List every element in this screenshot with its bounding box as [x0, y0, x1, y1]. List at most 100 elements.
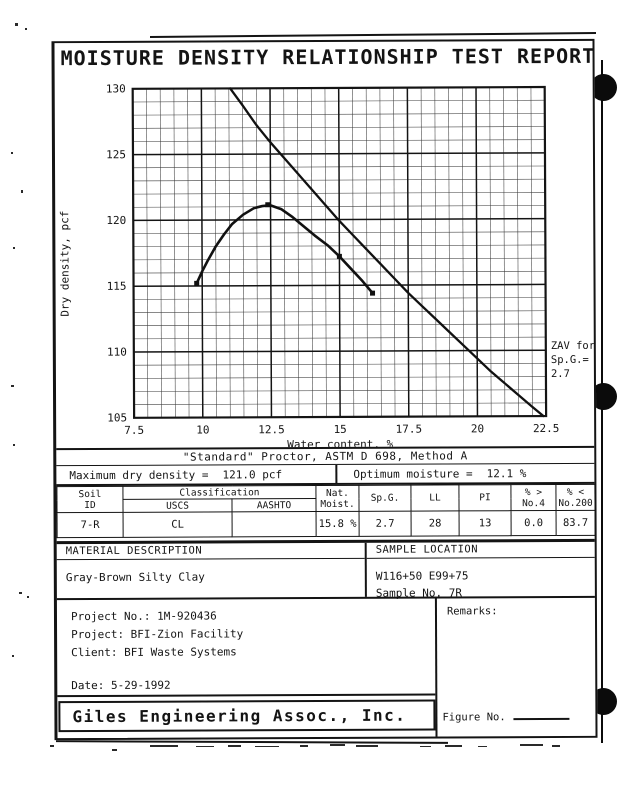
optimum-moisture-label: Optimum moisture = [353, 467, 473, 481]
grid-line-minor [256, 88, 258, 418]
x-tick-label: 12.5 [258, 423, 285, 436]
cell-aashto [232, 511, 317, 537]
optimum-moisture: Optimum moisture = 12.1 % [337, 464, 594, 483]
grid-line-minor [146, 88, 149, 418]
chart-svg: 7.5 10 12.5 15 17.5 20 22.5130125120115110105W… [58, 82, 595, 451]
scan-noise [12, 655, 14, 657]
scan-noise [112, 749, 117, 751]
scan-noise [300, 745, 308, 747]
scan-noise [50, 745, 54, 747]
y-tick-label: 105 [107, 411, 127, 424]
grid-line-major [337, 87, 341, 417]
sample-location-header: SAMPLE LOCATION [366, 541, 595, 559]
y-tick-label: 130 [106, 82, 126, 95]
report-date: Date: 5-29-1992 [71, 678, 171, 693]
scan-noise [11, 385, 14, 387]
sample-location-line1: W116+50 E99+75 [375, 569, 469, 583]
x-tick-label: 15 [334, 423, 347, 436]
company-name: Giles Engineering Assoc., Inc. [58, 699, 436, 733]
remarks-block: Remarks: Figure No. [437, 598, 596, 737]
y-tick-label: 115 [107, 280, 127, 293]
scan-noise [15, 23, 18, 26]
cell-nat-moist: 15.8 % [316, 511, 360, 537]
scan-noise [552, 745, 560, 747]
grid-line-minor [420, 87, 423, 417]
grid-line-major [475, 87, 479, 417]
sample-location-block: SAMPLE LOCATION W116+50 E99+75 Sample No… [366, 541, 595, 600]
grid-line-minor [214, 88, 217, 418]
proctor-method-row: "Standard" Proctor, ASTM D 698, Method A [56, 445, 595, 467]
scan-page-bottom-edge [55, 740, 449, 744]
scan-noise [27, 596, 29, 598]
figure-number: Figure No. [442, 709, 570, 724]
scan-noise [356, 745, 378, 747]
table-row: 7-R CL 15.8 % 2.7 28 13 0.0 83.7 [57, 510, 596, 538]
zav-curve [229, 87, 545, 418]
page-title: MOISTURE DENSITY RELATIONSHIP TEST REPOR… [60, 43, 596, 71]
x-tick-label: 20 [471, 422, 484, 435]
report-sheet: MOISTURE DENSITY RELATIONSHIP TEST REPOR… [51, 38, 598, 741]
y-tick-label: 125 [106, 148, 126, 161]
scan-noise [150, 745, 178, 747]
scan-noise [478, 746, 487, 747]
header-classification: Classification [122, 485, 316, 500]
cell-uscs: CL [123, 511, 233, 538]
header-spg: Sp.G. [358, 485, 412, 512]
header-pi: PI [458, 484, 512, 511]
grid-line-minor [530, 87, 533, 417]
zav-annotation: 2.7 [551, 368, 570, 380]
x-tick-label: 17.5 [396, 423, 423, 436]
scan-noise [445, 745, 462, 747]
material-sample-section: MATERIAL DESCRIPTION Gray-Brown Silty Cl… [56, 538, 595, 601]
data-point-marker [194, 280, 200, 286]
grid-line-minor [297, 88, 300, 418]
grid-line-minor [283, 88, 286, 418]
project-info: Project No.: 1M-920436 Project: BFI-Zion… [56, 598, 436, 698]
soil-properties-table: Soil ID Classification Nat. Moist. Sp.G. L… [56, 484, 596, 538]
cell-spg: 2.7 [359, 511, 412, 537]
scan-noise [13, 444, 15, 446]
grid-line-minor [352, 87, 355, 417]
figure-number-label: Figure No. [442, 711, 506, 724]
cell-soil-id: 7-R [57, 512, 124, 538]
header-soil-id: Soil ID [56, 486, 124, 513]
header-pct-gt-no4: % > No.4 [510, 484, 557, 511]
data-point-marker [370, 290, 376, 296]
y-tick-label: 110 [107, 346, 127, 359]
sample-location-text: W116+50 E99+75 Sample No. 7R [367, 558, 595, 602]
grid-line-minor [379, 87, 382, 417]
proctor-results-row: Maximum dry density = 121.0 pcf Optimum m… [56, 463, 595, 487]
optimum-moisture-value: 12.1 % [486, 467, 527, 481]
grid-line-major [200, 88, 204, 418]
grid-line-minor [393, 87, 396, 417]
y-tick-label: 120 [106, 214, 126, 227]
cell-pct-gt-no4: 0.0 [511, 510, 557, 536]
grid-line-minor [324, 87, 327, 417]
scan-noise [228, 745, 241, 747]
grid-line-major [406, 87, 410, 417]
scan-noise [19, 592, 22, 594]
header-nat-moist: Nat. Moist. [315, 485, 360, 512]
data-point-marker [336, 253, 342, 259]
data-point-marker [265, 202, 271, 208]
zav-annotation: ZAV for [551, 340, 594, 352]
grid-line-major [133, 349, 546, 353]
header-ll: LL [410, 484, 460, 512]
moisture-density-chart: 7.5 10 12.5 15 17.5 20 22.5 130 125 120 115 110 105 W… [55, 77, 595, 451]
scan-noise [255, 746, 279, 747]
figure-number-blank [513, 709, 570, 721]
grid-line-minor [228, 88, 231, 418]
grid-line-major [132, 152, 545, 156]
scan-noise [330, 744, 345, 746]
project-section: Project No.: 1M-920436 Project: BFI-Zion… [56, 598, 596, 739]
scan-page-top-edge [149, 32, 597, 38]
plot-border [131, 85, 548, 419]
grid-line-minor [448, 87, 451, 417]
header-pct-lt-no200: % < No.200 [555, 484, 596, 511]
scan-noise [21, 190, 23, 193]
scan-noise [13, 247, 15, 249]
grid-line-major [269, 88, 273, 418]
scan-noise [420, 746, 431, 747]
client-name: Client: BFI Waste Systems [71, 645, 237, 660]
x-tick-label: 10 [196, 424, 209, 437]
